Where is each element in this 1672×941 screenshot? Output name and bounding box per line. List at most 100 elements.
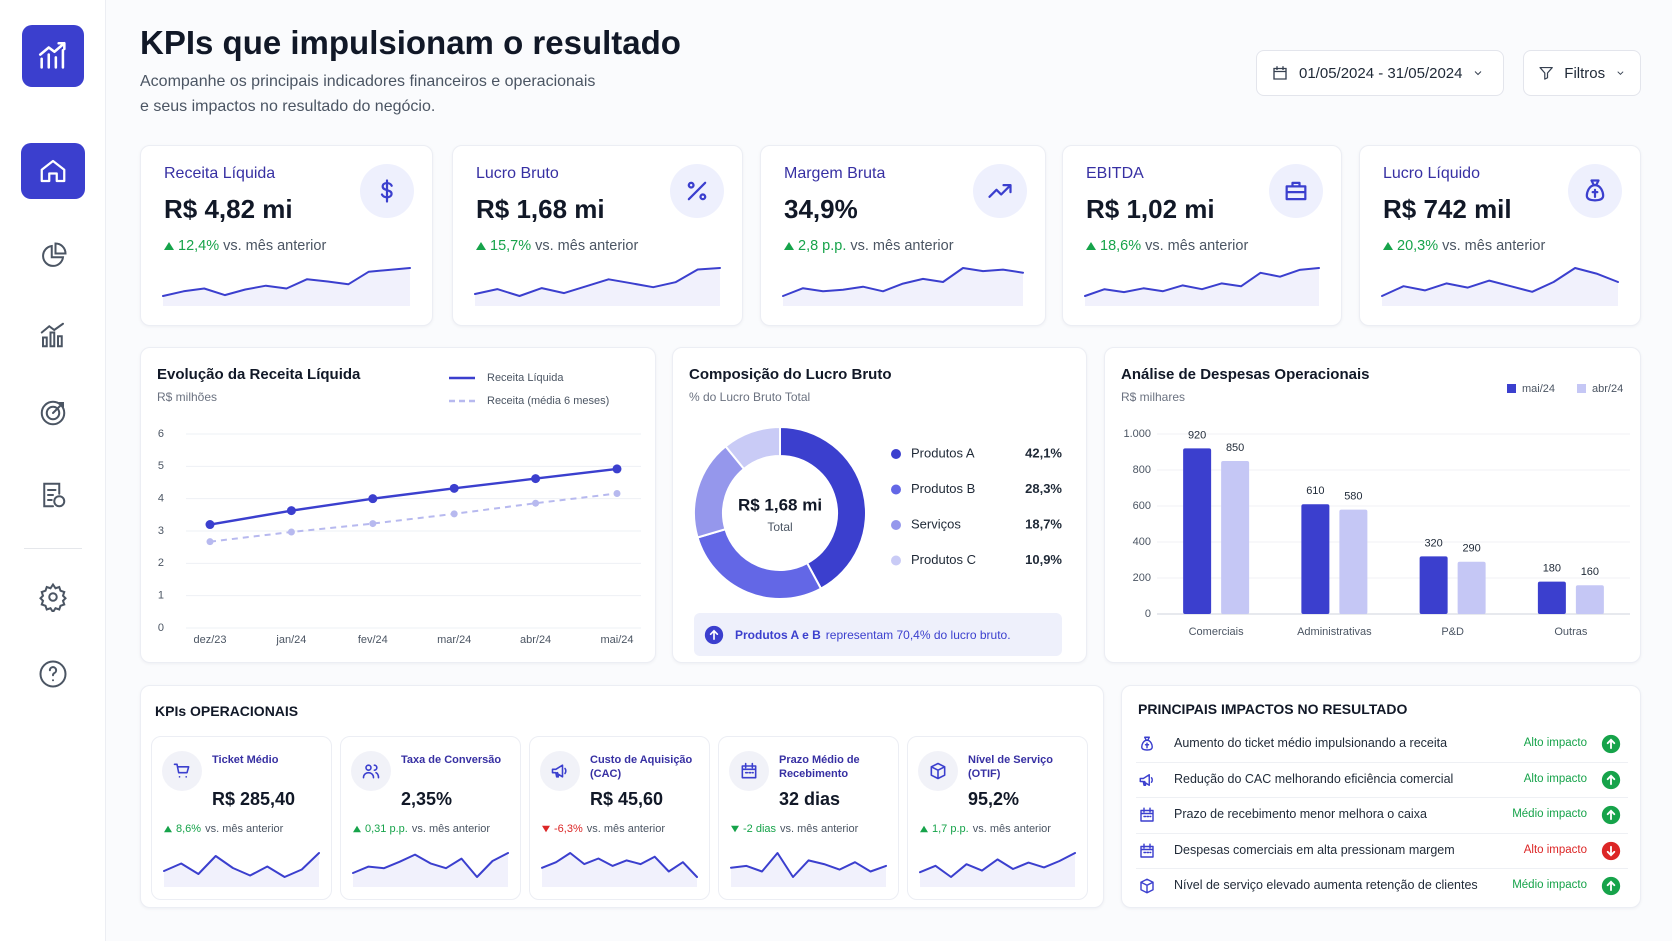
change-row: 2,8 p.p. vs. mês anterior [784, 238, 954, 254]
comparison: vs. mês anterior [780, 823, 859, 835]
change-value: 1,7 p.p. [932, 823, 969, 835]
icon [362, 764, 380, 779]
sparkline [474, 267, 721, 306]
icon [930, 762, 946, 780]
chart-subtitle: R$ milhões [157, 390, 218, 404]
sidebar-divider [24, 548, 82, 549]
trend-triangle [164, 242, 174, 250]
icon-shape [741, 762, 757, 779]
y-tick-label: 0 [1145, 608, 1151, 620]
impact-indicator-arrow [1606, 774, 1616, 785]
nav-settings[interactable] [21, 569, 85, 625]
data-point [450, 510, 458, 518]
op-value: R$ 285,40 [212, 789, 296, 809]
legend-label: Receita Líquida [487, 372, 564, 384]
data-point [206, 538, 214, 546]
nav-bars[interactable] [21, 307, 85, 363]
legend-dot [891, 520, 901, 530]
icon-badge [1135, 839, 1159, 863]
sparkline-line [162, 267, 411, 297]
comparison: vs. mês anterior [535, 238, 639, 254]
x-tick-label: P&D [1441, 626, 1464, 638]
icon [1140, 843, 1154, 858]
sparkline-line [541, 852, 698, 878]
legend-label: mai/24 [1522, 383, 1555, 395]
y-tick-label: 200 [1133, 572, 1151, 584]
kpi-card: Margem Bruta 34,9% 2,8 p.p. vs. mês anterio… [760, 145, 1046, 326]
kpi-label: Lucro Bruto [476, 165, 559, 182]
sparkline-area [1085, 268, 1319, 306]
data-point [613, 489, 621, 497]
chart-card: Evolução da Receita Líquida R$ milhões 0 1 2… [140, 347, 656, 663]
sparkline-line [1381, 267, 1619, 297]
donut-slice [724, 425, 781, 471]
nav-help[interactable] [21, 646, 85, 702]
icon [1139, 773, 1153, 786]
y-tick-label: 800 [1133, 464, 1151, 476]
bar [1575, 585, 1604, 614]
date-range-button[interactable]: 01/05/2024 - 31/05/2024 [1256, 50, 1504, 96]
operational-kpi: Ticket Médio R$ 285,40 8,6% vs. mês anterio… [151, 736, 332, 900]
icon-badge [1135, 803, 1159, 827]
bar-chart: 0 200 400 600 800 1.000 Comerciais 920 850 Admini… [1123, 383, 1630, 638]
legend-label: Produtos C [911, 552, 976, 567]
impact-level: Alto impacto [1523, 843, 1587, 856]
op-value: 2,35% [401, 789, 453, 809]
chevron [1475, 71, 1482, 76]
nav-report[interactable] [21, 467, 85, 523]
sparkline [162, 267, 411, 306]
op-label: Nível de Serviço (OTIF) [968, 754, 1053, 780]
y-tick-label: 4 [158, 493, 164, 505]
icon-shape [1585, 179, 1605, 202]
icon [687, 181, 707, 201]
data-point [449, 483, 459, 493]
icon-shape [687, 181, 707, 201]
icon [988, 184, 1012, 198]
legend-label: abr/24 [1592, 383, 1623, 395]
icon-badge [1568, 164, 1622, 218]
chart-title: Evolução da Receita Líquida [157, 366, 361, 383]
section-title: PRINCIPAIS IMPACTOS NO RESULTADO [1138, 701, 1408, 717]
data-point [368, 494, 378, 504]
sparkline-area [163, 268, 410, 306]
data-point [205, 520, 215, 530]
change-row: 12,4% vs. mês anterior [164, 238, 326, 254]
icon-shape [551, 764, 567, 778]
icon-badge [973, 164, 1027, 218]
bar [1419, 556, 1448, 614]
note-icon-arrow [709, 629, 719, 640]
nav-home[interactable] [21, 143, 85, 199]
logo[interactable] [22, 25, 84, 87]
filters-button[interactable]: Filtros [1523, 50, 1641, 96]
x-tick-label: jan/24 [275, 634, 306, 646]
icon [1140, 807, 1154, 822]
sparkline [541, 852, 698, 887]
nav-target[interactable] [21, 385, 85, 441]
nav-pie[interactable] [21, 228, 85, 284]
sparkline-area [475, 268, 720, 306]
op-value: 95,2% [968, 789, 1020, 809]
kpi-label: Lucro Líquido [1383, 165, 1480, 182]
series-line [209, 492, 618, 543]
legend-label: Produtos B [911, 481, 975, 496]
icon-shape [930, 762, 946, 780]
data-point [532, 499, 540, 507]
icon [741, 762, 757, 779]
icon-shape [1140, 878, 1154, 894]
trend-icon [164, 242, 174, 250]
x-tick-label: Comerciais [1189, 626, 1245, 638]
icon-shape [362, 764, 380, 779]
kpi-card: Lucro Líquido R$ 742 mil 20,3% vs. mês ante… [1359, 145, 1641, 326]
y-tick-label: 5 [158, 460, 164, 472]
sparkline [1381, 267, 1619, 306]
kpi-label: Margem Bruta [784, 165, 886, 182]
legend-dot [891, 555, 901, 566]
trend-triangle [920, 825, 928, 833]
icon [1285, 181, 1307, 201]
trend-icon [164, 825, 172, 833]
help-icon [39, 660, 67, 688]
row-separator [1136, 761, 1628, 763]
operational-card: KPIs OPERACIONAIS Ticket Médio R$ 285,40 8,… [140, 685, 1104, 908]
icon-shape [1140, 807, 1154, 822]
